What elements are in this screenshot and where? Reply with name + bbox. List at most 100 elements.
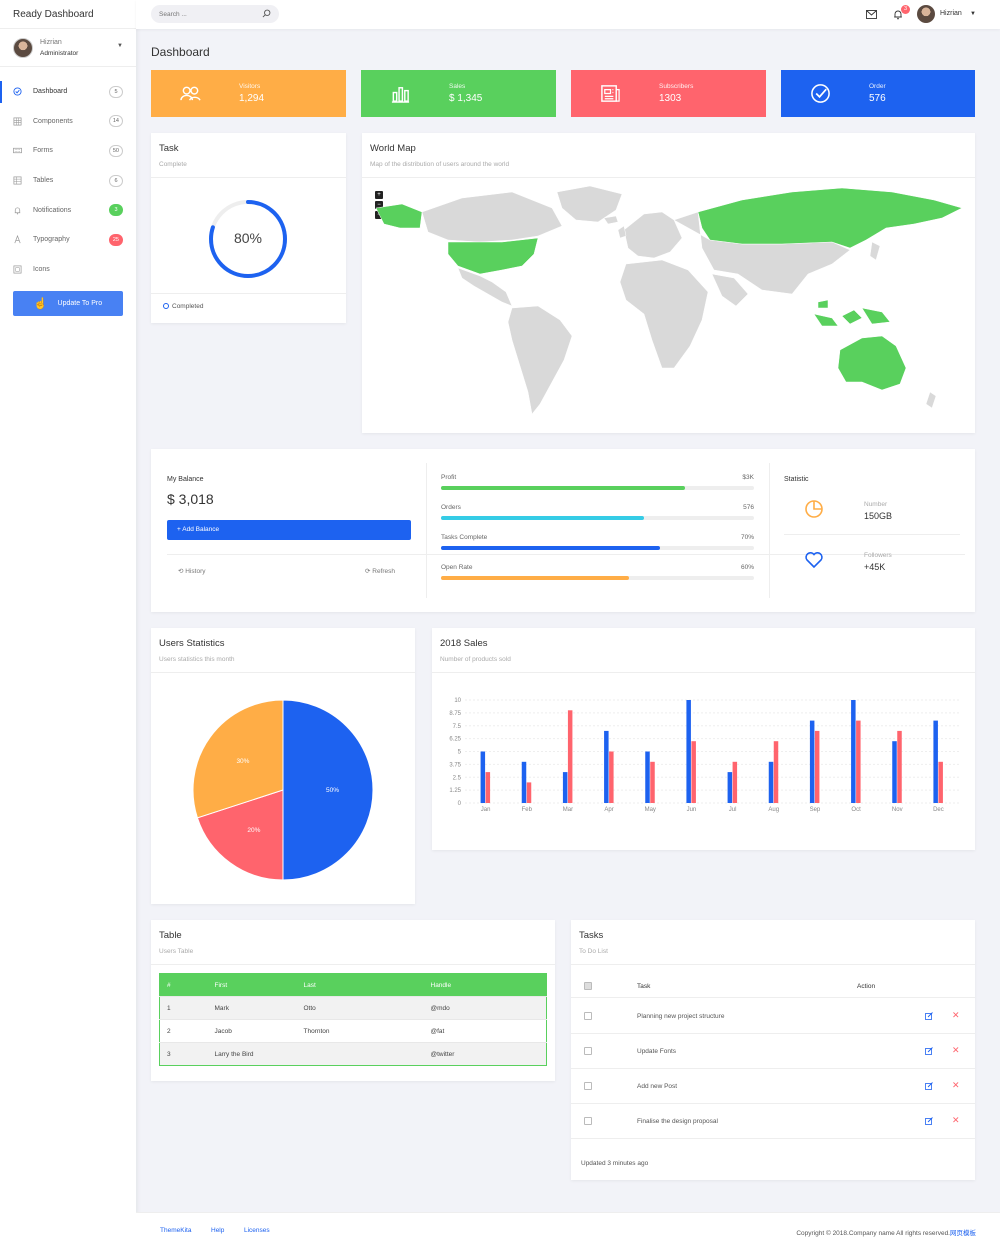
bell-icon[interactable] <box>893 9 903 20</box>
chevron-down-icon[interactable]: ▼ <box>117 43 123 49</box>
sidebar-item-label: Notifications <box>33 206 72 214</box>
pie-slice <box>196 789 284 881</box>
bar <box>604 730 609 803</box>
zoom-reset-button[interactable]: − <box>375 211 383 219</box>
task-checkbox[interactable] <box>584 1082 592 1090</box>
bar <box>686 700 691 803</box>
edit-icon[interactable] <box>925 1082 933 1090</box>
chevron-down-icon[interactable]: ▼ <box>970 11 976 17</box>
brand-logo[interactable]: Ready Dashboard <box>0 0 136 29</box>
y-tick-label: 10 <box>454 698 461 704</box>
zoom-in-button[interactable]: + <box>375 191 383 199</box>
table-row: 3 Larry the Bird @twitter <box>159 1042 547 1066</box>
card-title: 2018 Sales <box>440 638 488 649</box>
bar <box>645 751 650 803</box>
statistic-title: Statistic <box>784 476 809 483</box>
refresh-link[interactable]: ⟳ Refresh <box>365 568 396 575</box>
bar-chart-icon <box>391 87 410 103</box>
task-text: Update Fonts <box>637 1048 677 1055</box>
edit-icon[interactable] <box>925 1047 933 1055</box>
task-footer-text: Completed <box>172 303 204 310</box>
edit-icon[interactable] <box>925 1117 933 1125</box>
delete-icon[interactable]: ✕ <box>952 1080 960 1090</box>
hand-pointer-icon: ☝ <box>33 298 48 311</box>
progress-orders: Orders 576 <box>441 504 754 520</box>
user-name[interactable]: Hizrian <box>940 10 962 17</box>
select-all-checkbox[interactable] <box>584 982 592 990</box>
search-input[interactable] <box>151 5 279 23</box>
newspaper-icon <box>601 85 620 102</box>
balance-label: My Balance <box>167 476 204 483</box>
sidebar-item-icons[interactable]: Icons <box>0 255 136 285</box>
users-table: # First Last Handle 1 Mark Otto @mdo 2 Jacob… <box>159 973 547 1066</box>
column-header: Handle <box>423 973 547 997</box>
card-title: World Map <box>370 143 416 154</box>
edit-icon[interactable] <box>925 1012 933 1020</box>
y-tick-label: 1.25 <box>449 788 461 794</box>
x-tick-label: Nov <box>892 807 903 813</box>
sidebar-item-notifications[interactable]: Notifications 3 <box>0 195 136 225</box>
zoom-out-button[interactable]: − <box>375 201 383 209</box>
sidebar-item-components[interactable]: Components 14 <box>0 107 136 137</box>
copyright-link[interactable]: 网页模板 <box>950 1230 976 1237</box>
count-badge: 3 <box>109 204 123 217</box>
sidebar-item-forms[interactable]: Forms 50 <box>0 136 136 166</box>
search-icon[interactable] <box>262 9 271 18</box>
grid-icon <box>13 117 22 126</box>
overview-card: My Balance $ 3,018 + Add Balance ⟲ Histo… <box>151 449 975 612</box>
bar <box>856 720 861 803</box>
bar <box>567 710 573 803</box>
stat-value: 1303 <box>659 93 682 104</box>
bar <box>938 761 943 803</box>
card-subtitle: Users statistics this month <box>159 656 235 663</box>
task-checkbox[interactable] <box>584 1012 592 1020</box>
topbar: 3 Hizrian ▼ <box>136 0 1000 29</box>
statistic-followers: Followers +45K <box>784 550 960 600</box>
pie-slice <box>192 699 284 819</box>
delete-icon[interactable]: ✕ <box>952 1115 960 1125</box>
task-text: Finalise the design proposal <box>637 1118 718 1125</box>
bar <box>521 761 527 803</box>
bar <box>609 751 614 803</box>
copyright-text: Copyright © 2018.Company name All rights… <box>796 1230 976 1237</box>
x-tick-label: Jun <box>687 807 697 813</box>
add-balance-button[interactable]: + Add Balance <box>167 520 411 540</box>
sidebar-item-typography[interactable]: Typography 25 <box>0 225 136 255</box>
progress-fill <box>441 546 661 550</box>
task-checkbox[interactable] <box>584 1047 592 1055</box>
footer-link-licenses[interactable]: Licenses <box>244 1227 270 1234</box>
table-icon <box>13 176 22 185</box>
stat-label: Subscribers <box>659 83 694 90</box>
delete-icon[interactable]: ✕ <box>952 1010 960 1020</box>
mail-icon[interactable] <box>866 10 877 19</box>
bar <box>933 720 938 803</box>
avatar[interactable] <box>917 5 935 23</box>
stat-label: Sales <box>449 83 466 90</box>
user-profile[interactable]: Hizrian Administrator ▼ <box>0 29 136 67</box>
footer-link-themekita[interactable]: ThemeKita <box>160 1227 192 1234</box>
update-to-pro-button[interactable]: ☝ Update To Pro <box>13 291 123 317</box>
task-checkbox[interactable] <box>584 1117 592 1125</box>
user-role: Administrator <box>40 49 79 57</box>
task-card: Task Complete 80% Completed <box>151 133 346 323</box>
bar <box>897 730 902 803</box>
task-row: Update Fonts ✕ <box>571 1034 975 1069</box>
column-header: Action <box>857 983 876 990</box>
task-row: Finalise the design proposal ✕ <box>571 1104 975 1139</box>
bar <box>809 720 815 803</box>
check-circle-icon <box>811 84 830 103</box>
history-link[interactable]: ⟲ History <box>178 568 206 575</box>
delete-icon[interactable]: ✕ <box>952 1045 960 1055</box>
world-map[interactable] <box>362 178 975 428</box>
progress-fill <box>441 486 686 490</box>
tasks-updated-text: Updated 3 minutes ago <box>581 1160 649 1167</box>
stat-value: 1,294 <box>239 93 265 104</box>
heart-icon <box>805 552 823 569</box>
bar <box>851 700 856 803</box>
sidebar-item-tables[interactable]: Tables 6 <box>0 166 136 196</box>
y-tick-label: 8.75 <box>449 711 461 717</box>
sidebar-item-dashboard[interactable]: Dashboard 5 <box>0 77 136 107</box>
task-row: Add new Post ✕ <box>571 1069 975 1104</box>
footer-link-help[interactable]: Help <box>211 1227 225 1234</box>
stat-value: $ 1,345 <box>449 93 483 104</box>
